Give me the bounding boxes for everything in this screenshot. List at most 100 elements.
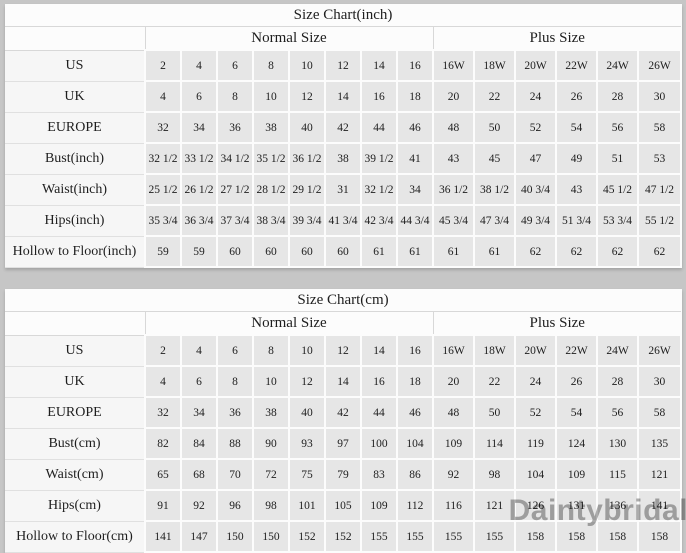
size-cell: 6 xyxy=(180,80,218,113)
group-header-plus-size: Plus Size xyxy=(433,26,682,51)
group-header-normal-size: Normal Size xyxy=(145,26,434,51)
size-cell: 4 xyxy=(180,334,218,367)
size-cell: 114 xyxy=(473,427,516,460)
size-cell: 43 xyxy=(432,142,475,175)
group-header-spacer xyxy=(5,26,146,51)
size-cell: 16 xyxy=(396,49,434,82)
size-cell: 2 xyxy=(144,334,182,367)
size-cell: 104 xyxy=(396,427,434,460)
size-cell: 51 3/4 xyxy=(555,204,598,237)
size-cell: 10 xyxy=(252,365,290,398)
size-cell: 60 xyxy=(252,235,290,268)
size-cell: 92 xyxy=(432,458,475,491)
size-cell: 155 xyxy=(473,520,516,553)
size-cell: 16 xyxy=(360,365,398,398)
size-cell: 38 xyxy=(324,142,362,175)
size-cell: 91 xyxy=(144,489,182,522)
size-cell: 61 xyxy=(396,235,434,268)
table-row: US 2 4 6 8 10 12 14 16 16W 18W 20W 22W 24W 26W xyxy=(5,49,683,82)
size-cell: 97 xyxy=(324,427,362,460)
size-cell: 44 xyxy=(360,111,398,144)
size-chart-cm-table: Size Chart(cm) Normal Size Plus Size US 2 4 6 8… xyxy=(5,289,683,553)
size-cell: 116 xyxy=(432,489,475,522)
size-cell: 115 xyxy=(596,458,639,491)
size-cell: 98 xyxy=(252,489,290,522)
size-cell: 41 3/4 xyxy=(324,204,362,237)
row-label: Hips(cm) xyxy=(5,489,146,522)
size-cell: 68 xyxy=(180,458,218,491)
row-label: Hollow to Floor(cm) xyxy=(5,520,146,553)
size-cell: 33 1/2 xyxy=(180,142,218,175)
size-cell: 28 xyxy=(596,365,639,398)
size-cell: 18W xyxy=(473,49,516,82)
size-cell: 150 xyxy=(216,520,254,553)
size-cell: 26 xyxy=(555,80,598,113)
size-cell: 47 3/4 xyxy=(473,204,516,237)
size-cell: 8 xyxy=(252,334,290,367)
table-row: Bust(inch) 32 1/2 33 1/2 34 1/2 35 1/2 36 1/2… xyxy=(5,142,683,175)
size-cell: 42 3/4 xyxy=(360,204,398,237)
size-cell: 32 1/2 xyxy=(360,173,398,206)
size-cell: 56 xyxy=(596,396,639,429)
size-cell: 112 xyxy=(396,489,434,522)
size-cell: 38 xyxy=(252,111,290,144)
size-cell: 47 xyxy=(514,142,557,175)
size-cell: 22W xyxy=(555,334,598,367)
size-cell: 48 xyxy=(432,111,475,144)
size-cell: 20W xyxy=(514,334,557,367)
size-cell: 61 xyxy=(360,235,398,268)
size-cell: 82 xyxy=(144,427,182,460)
size-cell: 75 xyxy=(288,458,326,491)
size-cell: 10 xyxy=(288,334,326,367)
size-cell: 98 xyxy=(473,458,516,491)
size-cell: 14 xyxy=(324,365,362,398)
size-cell: 16 xyxy=(360,80,398,113)
size-cell: 40 xyxy=(288,396,326,429)
size-cell: 36 1/2 xyxy=(432,173,475,206)
size-cell: 61 xyxy=(432,235,475,268)
row-label: Bust(cm) xyxy=(5,427,146,460)
size-cell: 6 xyxy=(216,49,254,82)
size-cell: 84 xyxy=(180,427,218,460)
row-label: UK xyxy=(5,365,146,398)
size-cell: 45 1/2 xyxy=(596,173,639,206)
size-cell: 49 xyxy=(555,142,598,175)
size-cell: 62 xyxy=(596,235,639,268)
size-cell: 32 1/2 xyxy=(144,142,182,175)
size-cell: 61 xyxy=(473,235,516,268)
size-cell: 35 1/2 xyxy=(252,142,290,175)
size-cell: 152 xyxy=(324,520,362,553)
size-cell: 36 xyxy=(216,396,254,429)
row-label: US xyxy=(5,49,146,82)
group-header-normal-size: Normal Size xyxy=(145,311,434,336)
size-cell: 20 xyxy=(432,365,475,398)
size-cell: 16 xyxy=(396,334,434,367)
table-row: Hollow to Floor(cm) 141 147 150 150 152 152 155… xyxy=(5,520,683,553)
size-cell: 121 xyxy=(473,489,516,522)
size-cell: 32 xyxy=(144,396,182,429)
size-cell: 62 xyxy=(636,235,683,268)
size-cell: 101 xyxy=(288,489,326,522)
size-cell: 96 xyxy=(216,489,254,522)
table-row: EUROPE 32 34 36 38 40 42 44 46 48 50 52 54 56 58 xyxy=(5,111,683,144)
size-cell: 50 xyxy=(473,396,516,429)
size-cell: 130 xyxy=(596,427,639,460)
size-cell: 109 xyxy=(360,489,398,522)
size-cell: 158 xyxy=(636,520,683,553)
size-cell: 92 xyxy=(180,489,218,522)
size-cell: 10 xyxy=(288,49,326,82)
table-row: UK 4 6 8 10 12 14 16 18 20 22 24 26 28 30 xyxy=(5,80,683,113)
size-cell: 12 xyxy=(288,365,326,398)
size-cell: 28 xyxy=(596,80,639,113)
size-cell: 141 xyxy=(636,489,683,522)
size-cell: 59 xyxy=(180,235,218,268)
size-cell: 53 xyxy=(636,142,683,175)
size-cell: 40 xyxy=(288,111,326,144)
size-cell: 135 xyxy=(636,427,683,460)
table-row: Waist(cm) 65 68 70 72 75 79 83 86 92 98 104 109 115 12… xyxy=(5,458,683,491)
size-cell: 155 xyxy=(360,520,398,553)
size-cell: 46 xyxy=(396,111,434,144)
size-cell: 10 xyxy=(252,80,290,113)
size-cell: 25 1/2 xyxy=(144,173,182,206)
size-cell: 44 3/4 xyxy=(396,204,434,237)
